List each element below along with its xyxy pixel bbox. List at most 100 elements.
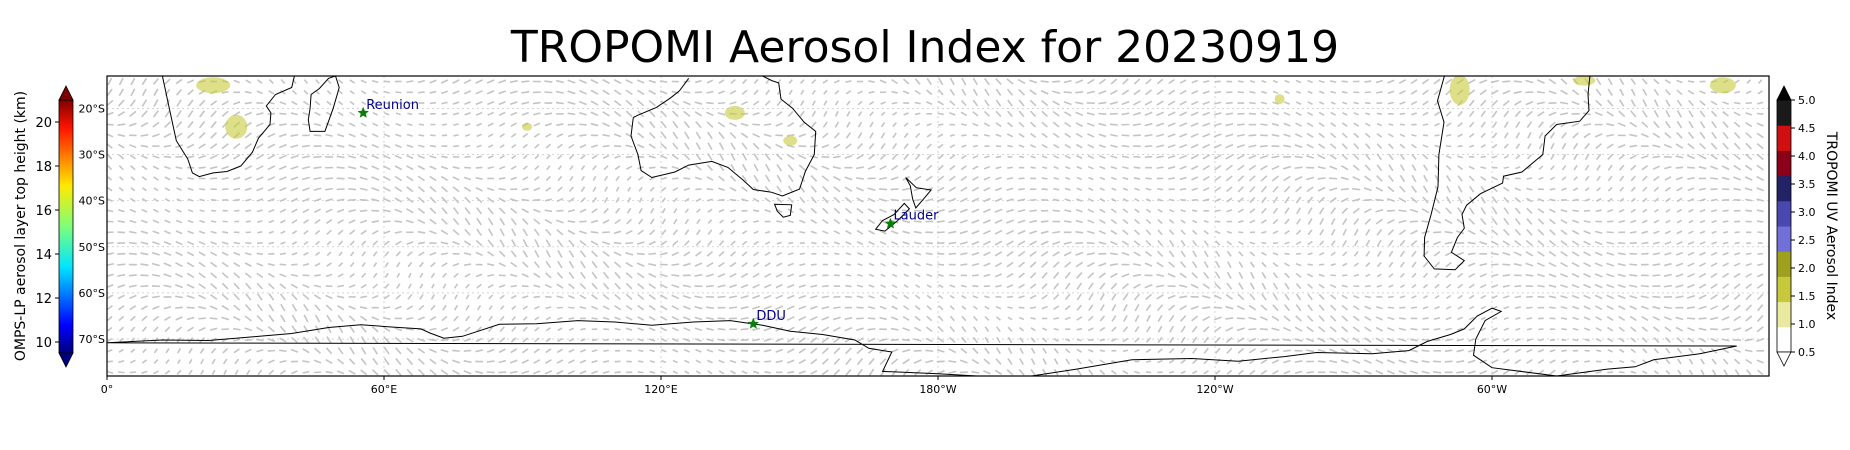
lon-tick-label: 60°W: [1477, 383, 1507, 396]
wind-arrow: [1018, 144, 1025, 148]
wind-arrow: [567, 220, 576, 223]
wind-arrow: [1330, 111, 1336, 116]
wind-arrow: [1744, 338, 1753, 342]
wind-arrow: [996, 336, 1001, 344]
gridlines: [107, 76, 1769, 376]
wind-arrow: [176, 187, 182, 192]
wind-arrow: [187, 99, 194, 107]
wind-arrow: [684, 131, 690, 140]
wind-arrow: [1664, 132, 1672, 139]
wind-arrow: [1317, 360, 1326, 363]
wind-arrow: [290, 165, 299, 170]
wind-arrow: [244, 165, 253, 171]
wind-arrow: [1514, 284, 1522, 288]
wind-arrow: [1757, 293, 1764, 301]
wind-arrow: [349, 336, 355, 344]
wind-arrow: [302, 360, 310, 363]
wind-arrow: [1018, 155, 1025, 159]
wind-arrow: [1444, 251, 1453, 257]
wind-arrow: [1202, 122, 1211, 127]
wind-arrow: [879, 316, 887, 321]
wind-arrow: [338, 251, 343, 257]
wind-arrow: [1075, 143, 1083, 149]
wind-arrow: [441, 123, 448, 126]
wind-arrow: [648, 252, 657, 256]
wind-arrow: [326, 314, 332, 323]
wind-arrow: [1733, 176, 1742, 181]
wind-arrow: [1721, 165, 1730, 171]
wind-arrow: [845, 218, 852, 225]
wind-arrow: [383, 80, 391, 83]
wind-arrow: [1640, 295, 1649, 299]
wind-arrow: [430, 294, 435, 300]
wind-arrow: [799, 110, 805, 117]
wind-arrow: [1249, 80, 1256, 83]
wind-arrow: [1503, 186, 1510, 192]
wind-arrow: [279, 359, 287, 364]
wind-arrow: [857, 100, 863, 106]
wind-arrow: [995, 176, 1002, 181]
wind-arrow: [971, 197, 980, 203]
wind-arrow: [752, 305, 761, 310]
wind-arrow: [1260, 358, 1268, 365]
wind-arrow: [1087, 272, 1095, 279]
wind-arrow: [1122, 176, 1129, 181]
wind-arrow: [1353, 122, 1360, 127]
wind-arrow: [557, 337, 563, 343]
wind-arrow: [405, 219, 414, 224]
wind-arrow: [1433, 78, 1441, 85]
wind-arrow: [463, 186, 472, 192]
wind-arrow: [776, 174, 782, 183]
wind-arrow: [210, 251, 218, 257]
wind-arrow: [419, 283, 424, 289]
wind-arrow: [1169, 336, 1175, 344]
wind-arrow: [1029, 99, 1037, 107]
wind-arrow: [1006, 284, 1014, 289]
wind-arrow: [752, 272, 760, 278]
wind-arrow: [1537, 359, 1545, 364]
wind-arrow: [509, 359, 518, 364]
wind-arrow: [476, 122, 483, 127]
wind-arrow: [1352, 315, 1360, 322]
wind-arrow: [580, 338, 586, 342]
wind-arrow: [1030, 166, 1036, 169]
wind-arrow: [360, 79, 367, 84]
wind-arrow: [649, 218, 655, 225]
wind-arrow: [856, 166, 864, 170]
wind-arrow: [1687, 317, 1695, 320]
wind-arrow: [937, 154, 944, 160]
wind-arrow: [568, 306, 575, 309]
wind-arrow: [395, 240, 402, 246]
wind-arrow: [1757, 90, 1763, 95]
wind-arrow: [1133, 240, 1141, 247]
wind-arrow: [1641, 154, 1649, 159]
wind-arrow: [765, 78, 770, 85]
wind-arrow: [244, 187, 252, 191]
wind-arrow: [868, 80, 875, 83]
wind-arrow: [1202, 143, 1211, 149]
wind-arrow: [463, 240, 472, 246]
wind-arrow: [1560, 112, 1569, 116]
wind-arrow: [591, 282, 598, 290]
wind-arrow: [683, 153, 691, 161]
wind-arrow: [1111, 369, 1117, 375]
wind-arrow: [268, 314, 275, 323]
wind-arrow: [696, 229, 701, 236]
wind-arrow: [1109, 252, 1118, 256]
wind-arrow: [118, 326, 124, 332]
wind-arrow: [718, 164, 725, 172]
colorbar-left-tick-label: 18: [35, 160, 52, 175]
wind-arrow: [1156, 155, 1164, 159]
wind-arrow: [1018, 316, 1025, 321]
wind-arrow: [1318, 326, 1326, 333]
wind-arrow: [221, 110, 229, 117]
wind-arrow: [1398, 327, 1407, 331]
wind-arrow: [1075, 122, 1083, 128]
wind-arrow: [1757, 263, 1764, 267]
wind-arrow: [718, 187, 725, 192]
coastline-nz-north-island: [905, 177, 933, 209]
wind-arrow: [175, 219, 183, 224]
wind-arrow: [175, 78, 183, 85]
wind-arrow: [1109, 263, 1118, 267]
wind-arrow: [396, 261, 401, 268]
